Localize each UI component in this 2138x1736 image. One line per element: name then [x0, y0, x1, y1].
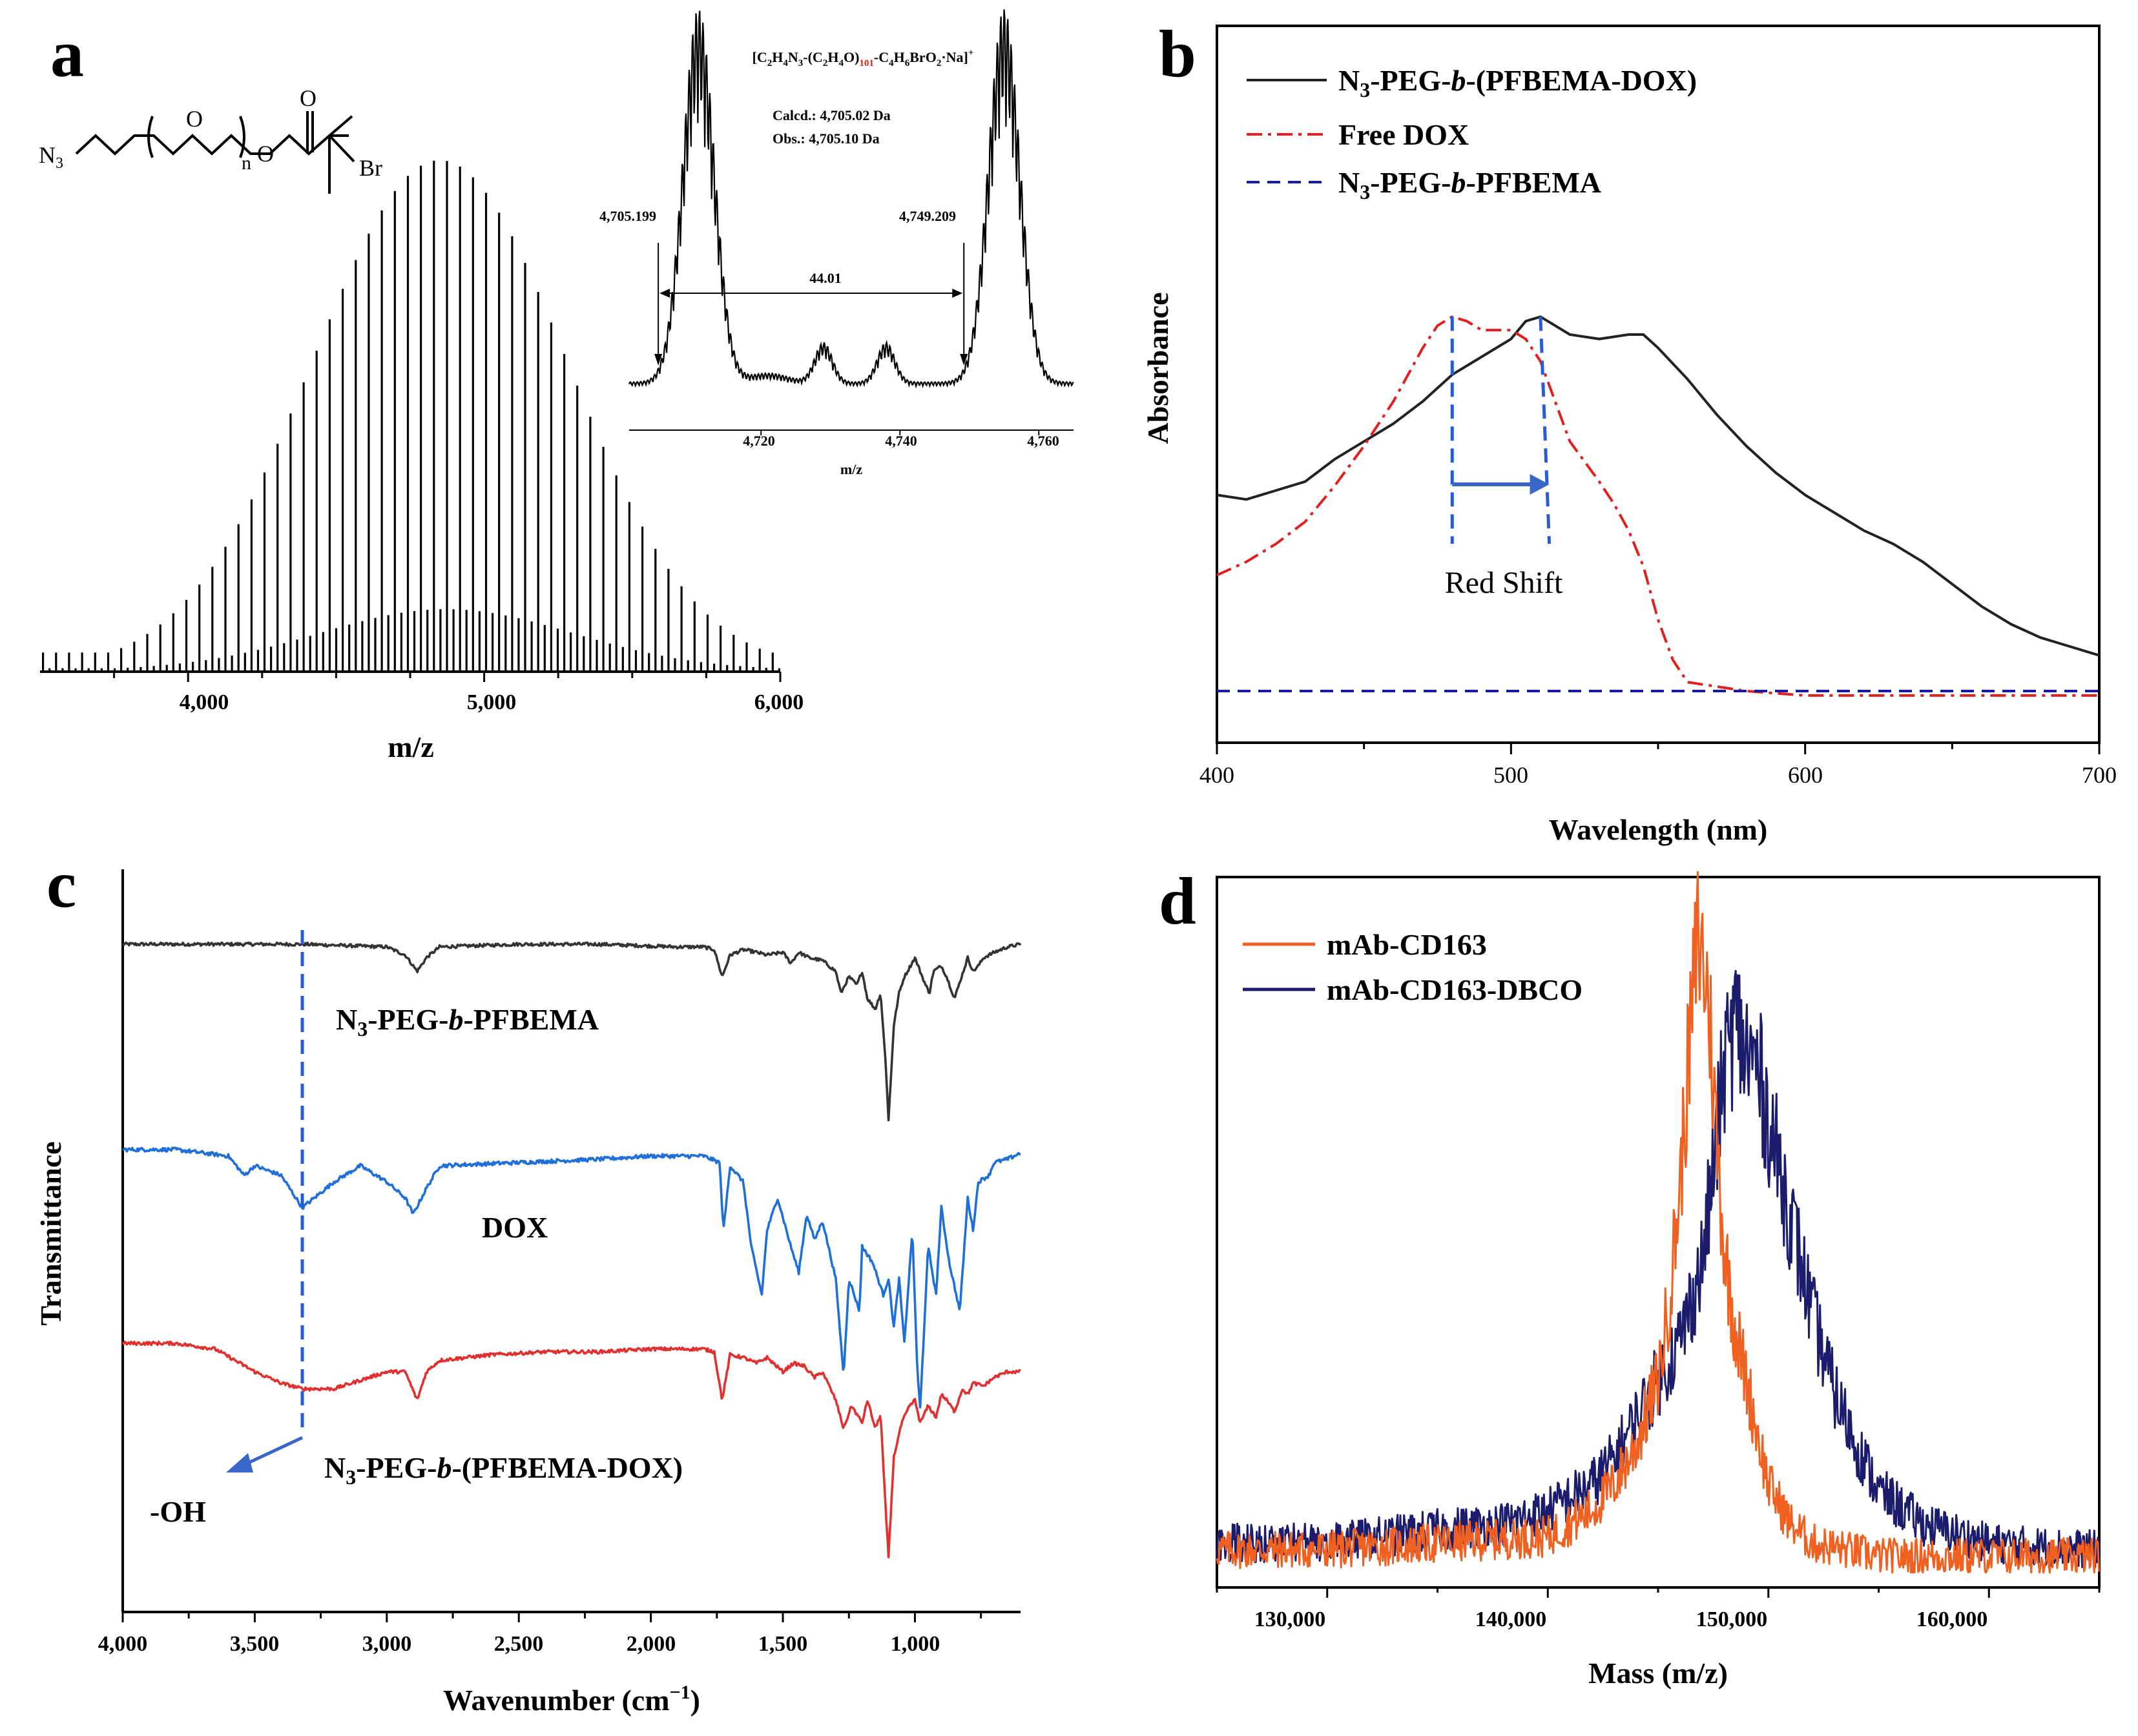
ether-o-label: O [186, 106, 203, 132]
peg-structure-labels: N3 O n O O Br [39, 85, 382, 181]
panel-b-legend: N3-PEG-b-(PFBEMA-DOX) Free DOX N3-PEG-b-… [1247, 64, 1697, 203]
inset-spacing: 44.01 [809, 270, 842, 286]
n3-label: N3 [39, 142, 63, 172]
legend-mab-dbco: mAb-CD163-DBCO [1327, 973, 1583, 1006]
panel-a-x-ticks [113, 672, 782, 682]
panel-a-letter: a [50, 17, 84, 91]
methyl-bond-1 [328, 115, 353, 137]
inset-formula: [C2H4N3-(C2H4O)101-C4H6BrO2·Na]+ [752, 48, 974, 68]
panel-a-spectrum [42, 160, 780, 670]
series-line-free-dox [1216, 315, 2099, 697]
legend-polymer: N3-PEG-b-PFBEMA [1338, 166, 1601, 203]
inset-peak-left: 4,705.199 [599, 208, 656, 224]
panel-b-x-title: Wavelength (nm) [1549, 813, 1768, 846]
panel-c-letter: c [47, 847, 76, 922]
legend-conjugate: N3-PEG-b-(PFBEMA-DOX) [1338, 64, 1697, 101]
panel-b: b 400 500 600 700 Wavelength (nm) Absorb… [1141, 17, 2117, 846]
panel-d-plot [1216, 871, 2100, 1574]
panel-b-letter: b [1159, 17, 1196, 91]
panel-a-x-title: m/z [388, 730, 434, 763]
panel-b-ticks [1216, 743, 2101, 754]
panel-b-y-title: Absorbance [1141, 292, 1174, 444]
inset-peak-left-arrowhead [654, 354, 663, 366]
panel-d-xtick-label: 160,000 [1916, 1607, 1988, 1631]
panel-c-xtick-label: 3,500 [230, 1632, 280, 1656]
panel-c-xtick-label: 2,500 [494, 1632, 544, 1656]
inset-calcd: Calcd.: 4,705.02 Da [773, 107, 891, 123]
series-line-conjugate [121, 1340, 1021, 1558]
panel-c-xtick-label: 4,000 [98, 1632, 148, 1656]
series-line-mab [1216, 871, 2100, 1574]
panel-b-xtick-label: 400 [1199, 762, 1234, 788]
panel-d-x-title: Mass (m/z) [1588, 1657, 1728, 1690]
panel-c-x-title: Wavenumber (cm−1) [443, 1682, 700, 1717]
panel-c-y-title: Transmittance [34, 1141, 67, 1325]
panel-a-inset: [C2H4N3-(C2H4O)101-C4H6BrO2·Na]+ Calcd.:… [599, 9, 1074, 477]
series-line-conjugate [1216, 315, 2100, 657]
label-dox: DOX [482, 1211, 548, 1244]
panel-b-xtick-label: 500 [1493, 762, 1528, 788]
red-shift-guide-right [1539, 316, 1552, 544]
panel-b-xtick-label: 600 [1788, 762, 1823, 788]
oh-arrow [243, 1436, 304, 1467]
oh-label: -OH [150, 1495, 206, 1528]
series-line-dox [121, 1146, 1021, 1409]
inset-xtick-label: 4,720 [743, 433, 775, 449]
panel-d: d 130,000 140,000 150,000 160,000 Mass (… [1159, 864, 2101, 1690]
panel-c-xtick-label: 1,000 [891, 1632, 940, 1656]
paren-right [239, 116, 245, 158]
red-shift-label: Red Shift [1445, 566, 1563, 600]
panel-c-xtick-label: 1,500 [758, 1632, 808, 1656]
br-bond [328, 134, 355, 163]
red-shift-arrowhead [1530, 474, 1550, 495]
panel-d-legend: mAb-CD163 mAb-CD163-DBCO [1243, 928, 1583, 1006]
series-line-polymer [121, 941, 1022, 1122]
ester-o-label: O [257, 141, 274, 167]
inset-peak-right: 4,749.209 [899, 208, 956, 224]
panel-c-ticks [121, 1612, 982, 1622]
panel-b-xtick-label: 700 [2082, 762, 2117, 788]
paren-left [147, 116, 154, 158]
panel-d-ticks [1216, 1587, 2101, 1598]
inset-obs: Obs.: 4,705.10 Da [773, 130, 880, 147]
inset-spacing-arrowhead-right [952, 289, 963, 298]
panel-a: a N3 O n O O Br 4,000 5,000 6,000 m/z [39, 9, 1074, 763]
panel-c-xtick-label: 2,000 [627, 1632, 676, 1656]
inset-xtick-label: 4,740 [885, 433, 917, 449]
panel-a-xtick-label: 5,000 [467, 690, 517, 714]
inset-xtick-label: 4,760 [1027, 433, 1059, 449]
panel-a-xtick-label: 4,000 [180, 690, 229, 714]
br-label: Br [359, 155, 382, 181]
legend-free-dox: Free DOX [1338, 118, 1469, 151]
inset-peak-right-arrowhead [960, 354, 968, 366]
inset-spectrum-line [628, 9, 1074, 389]
oh-arrowhead [226, 1453, 253, 1472]
panel-c-xtick-label: 3,000 [362, 1632, 412, 1656]
carbonyl-o-label: O [300, 85, 317, 111]
peg-structure [75, 111, 355, 194]
panel-d-xtick-label: 130,000 [1254, 1607, 1326, 1631]
inset-plot [628, 9, 1074, 435]
legend-mab: mAb-CD163 [1327, 928, 1487, 961]
peg-structure-backbone [75, 134, 349, 156]
panel-b-plot [1216, 315, 2100, 697]
panel-c-plot [121, 930, 1022, 1558]
panel-d-xtick-label: 140,000 [1475, 1607, 1547, 1631]
n-subscript-label: n [242, 152, 251, 174]
panel-a-xtick-label: 6,000 [754, 690, 804, 714]
label-polymer: N3-PEG-b-PFBEMA [336, 1003, 599, 1040]
inset-x-title: m/z [840, 461, 862, 477]
inset-spacing-arrowhead-left [659, 289, 670, 298]
series-line-mab-dbco [1216, 969, 2100, 1569]
label-conjugate: N3-PEG-b-(PFBEMA-DOX) [324, 1451, 683, 1489]
panel-d-xtick-label: 150,000 [1696, 1607, 1768, 1631]
panel-c: c 4,000 3,500 3,000 2,500 2,000 1,500 1,… [34, 847, 1022, 1717]
panel-d-letter: d [1159, 864, 1196, 938]
panel-a-peak-series [42, 160, 780, 670]
